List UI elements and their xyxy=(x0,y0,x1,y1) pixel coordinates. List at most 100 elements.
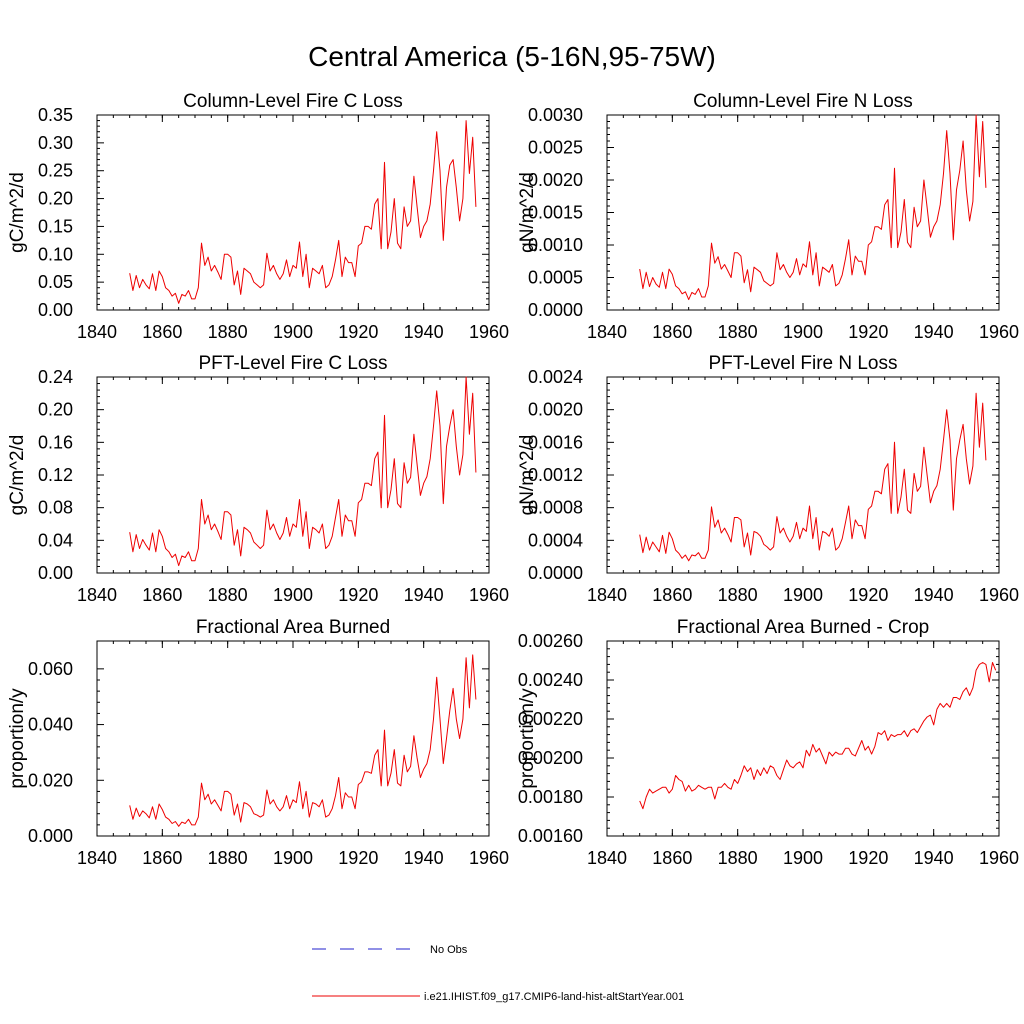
y-tick-label: 0.060 xyxy=(28,659,73,679)
y-tick-label: 0.30 xyxy=(38,133,73,153)
x-tick-label: 1840 xyxy=(587,322,627,342)
y-tick-label: 0.00 xyxy=(38,563,73,583)
x-tick-label: 1900 xyxy=(273,848,313,868)
y-tick-label: 0.12 xyxy=(38,465,73,485)
x-tick-label: 1840 xyxy=(77,585,117,605)
x-tick-label: 1960 xyxy=(979,322,1019,342)
series-line xyxy=(129,376,477,567)
y-tick-label: 0.00 xyxy=(38,300,73,320)
x-tick-label: 1960 xyxy=(979,848,1019,868)
y-tick-label: 0.25 xyxy=(38,161,73,181)
panel-title: PFT-Level Fire C Loss xyxy=(199,353,388,374)
y-tick-label: 0.0012 xyxy=(528,465,583,485)
y-tick-label: 0.10 xyxy=(38,244,73,264)
series-line xyxy=(129,654,477,827)
y-tick-label: 0.20 xyxy=(38,189,73,209)
y-tick-label: 0.0004 xyxy=(528,530,583,550)
plot-frame xyxy=(606,640,1000,837)
x-tick-label: 1840 xyxy=(77,848,117,868)
chart-panel-6: Fractional Area Burned - Crop proportion/… xyxy=(517,617,1019,868)
legend-series-label: i.e21.IHIST.f09_g17.CMIP6-land-hist-altS… xyxy=(424,991,684,1003)
figure-title: Central America (5-16N,95-75W) xyxy=(308,41,716,72)
y-tick-label: 0.00220 xyxy=(518,709,583,729)
y-tick-label: 0.00240 xyxy=(518,670,583,690)
x-tick-label: 1920 xyxy=(338,848,378,868)
x-tick-label: 1960 xyxy=(469,585,509,605)
x-tick-label: 1940 xyxy=(404,322,444,342)
y-axis-label: gN/m^2/d xyxy=(517,172,538,253)
x-tick-label: 1880 xyxy=(208,585,248,605)
x-tick-label: 1920 xyxy=(338,585,378,605)
chart-panel-3: PFT-Level Fire C Loss gC/m^2/d 1840 1860 188… xyxy=(7,353,509,605)
panels: Column-Level Fire C Loss gC/m^2/d 1840 1860… xyxy=(7,91,1019,868)
panel-title: Fractional Area Burned xyxy=(196,617,390,638)
x-tick-label: 1860 xyxy=(652,848,692,868)
x-tick-label: 1860 xyxy=(142,322,182,342)
x-tick-label: 1840 xyxy=(77,322,117,342)
y-tick-label: 0.0015 xyxy=(528,203,583,223)
x-tick-label: 1920 xyxy=(848,585,888,605)
y-tick-label: 0.0000 xyxy=(528,300,583,320)
x-tick-label: 1940 xyxy=(404,585,444,605)
x-tick-label: 1960 xyxy=(469,322,509,342)
y-tick-label: 0.05 xyxy=(38,272,73,292)
y-tick-label: 0.020 xyxy=(28,770,73,790)
panel-title: Column-Level Fire C Loss xyxy=(183,91,403,112)
x-tick-label: 1860 xyxy=(142,848,182,868)
y-tick-label: 0.00180 xyxy=(518,787,583,807)
y-tick-label: 0.00200 xyxy=(518,748,583,768)
y-axis-label: proportion/y xyxy=(517,688,538,789)
x-tick-label: 1860 xyxy=(142,585,182,605)
y-tick-label: 0.000 xyxy=(28,826,73,846)
chart-panel-5: Fractional Area Burned proportion/y 1840 18… xyxy=(7,617,509,868)
x-tick-label: 1900 xyxy=(273,585,313,605)
y-tick-label: 0.0025 xyxy=(528,138,583,158)
plot-frame xyxy=(606,376,1000,574)
y-tick-label: 0.040 xyxy=(28,715,73,735)
x-tick-label: 1900 xyxy=(783,585,823,605)
x-tick-label: 1880 xyxy=(718,585,758,605)
plot-frame xyxy=(606,114,1000,311)
plot-frame xyxy=(96,114,490,311)
y-axis-label: gC/m^2/d xyxy=(7,172,28,253)
x-tick-label: 1960 xyxy=(469,848,509,868)
panel-title: Column-Level Fire N Loss xyxy=(693,91,913,112)
y-tick-label: 0.0008 xyxy=(528,498,583,518)
y-tick-label: 0.00260 xyxy=(518,631,583,651)
plot-frame xyxy=(96,640,490,837)
y-axis-label: proportion/y xyxy=(7,688,28,789)
y-tick-label: 0.00160 xyxy=(518,826,583,846)
y-tick-label: 0.15 xyxy=(38,216,73,236)
x-tick-label: 1840 xyxy=(587,585,627,605)
x-tick-label: 1920 xyxy=(338,322,378,342)
y-tick-label: 0.20 xyxy=(38,400,73,420)
y-tick-label: 0.08 xyxy=(38,498,73,518)
x-tick-label: 1880 xyxy=(208,848,248,868)
y-tick-label: 0.0024 xyxy=(528,367,583,387)
legend-no-obs-label: No Obs xyxy=(430,944,468,956)
x-tick-label: 1860 xyxy=(652,585,692,605)
x-tick-label: 1840 xyxy=(587,848,627,868)
x-tick-label: 1940 xyxy=(914,322,954,342)
y-tick-label: 0.0016 xyxy=(528,432,583,452)
y-tick-label: 0.35 xyxy=(38,105,73,125)
series-line xyxy=(639,662,997,810)
x-tick-label: 1900 xyxy=(273,322,313,342)
chart-panel-4: PFT-Level Fire N Loss gN/m^2/d 1840 1860 188… xyxy=(517,353,1019,605)
y-axis-label: gN/m^2/d xyxy=(517,435,538,516)
x-tick-label: 1900 xyxy=(783,848,823,868)
x-tick-label: 1880 xyxy=(208,322,248,342)
y-tick-label: 0.0010 xyxy=(528,235,583,255)
y-tick-label: 0.0030 xyxy=(528,105,583,125)
x-tick-label: 1940 xyxy=(914,848,954,868)
y-tick-label: 0.0020 xyxy=(528,170,583,190)
panel-title: PFT-Level Fire N Loss xyxy=(709,353,898,374)
plot-frame xyxy=(96,376,490,574)
y-tick-label: 0.16 xyxy=(38,432,73,452)
x-tick-label: 1920 xyxy=(848,848,888,868)
x-tick-label: 1920 xyxy=(848,322,888,342)
legend: No Obs i.e21.IHIST.f09_g17.CMIP6-land-hi… xyxy=(312,944,684,1003)
x-tick-label: 1880 xyxy=(718,848,758,868)
y-tick-label: 0.0005 xyxy=(528,268,583,288)
